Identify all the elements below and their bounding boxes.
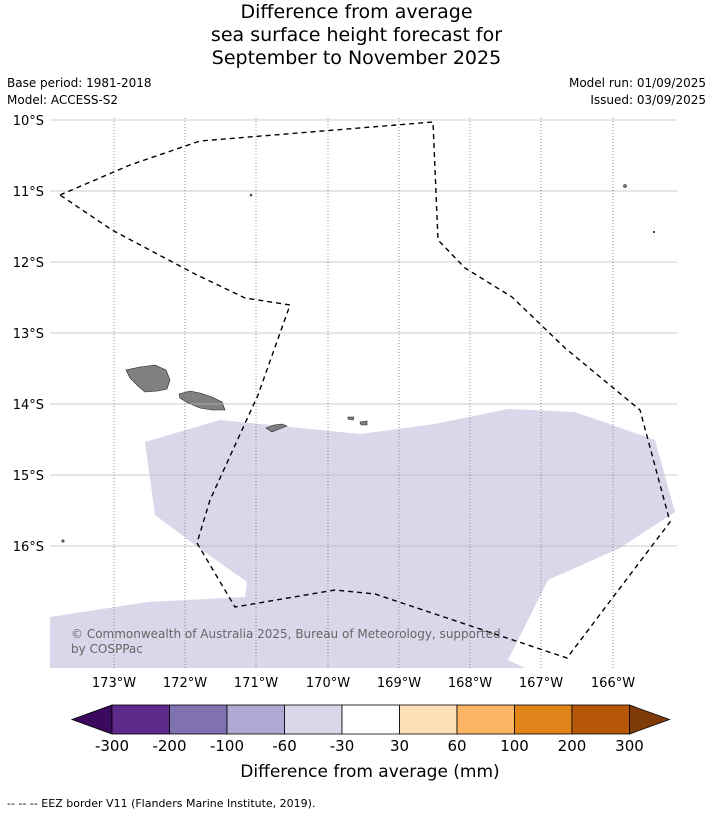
colorbar-segment xyxy=(341,704,400,735)
colorbar-tick-label: -30 xyxy=(329,737,355,755)
colorbar-extend-high xyxy=(629,704,671,735)
savaii-island xyxy=(125,364,171,393)
ofu-island xyxy=(347,416,355,421)
colorbar xyxy=(70,704,671,735)
lat-label: 15°S xyxy=(13,469,44,484)
lon-label: 169°W xyxy=(377,676,421,691)
eez-border-west xyxy=(58,121,671,659)
lat-label: 10°S xyxy=(13,114,44,129)
title-line-3: September to November 2025 xyxy=(211,47,502,69)
colorbar-extend-low xyxy=(70,704,113,735)
colorbar-segment xyxy=(284,704,343,735)
upolu-island xyxy=(178,390,226,411)
islet-3 xyxy=(652,230,656,234)
model-run: Model run: 01/09/2025 xyxy=(568,76,706,90)
colorbar-segment xyxy=(111,704,170,735)
model-name: Model: ACCESS-S2 xyxy=(7,93,119,107)
colorbar-segment xyxy=(169,704,228,735)
colorbar-tick-label: 100 xyxy=(500,737,529,755)
lat-labels: 10°S 11°S 12°S 13°S 14°S 15°S 16°S xyxy=(13,114,44,555)
islet-2 xyxy=(623,184,627,188)
eez-legend-note: -- -- -- EEZ border V11 (Flanders Marine… xyxy=(7,797,316,810)
title-line-1: Difference from average xyxy=(240,1,473,23)
lon-label: 166°W xyxy=(591,676,635,691)
colorbar-tick-label: 200 xyxy=(557,737,587,755)
colorbar-tick-label: 300 xyxy=(615,737,644,755)
lat-label: 12°S xyxy=(13,256,44,271)
base-period: Base period: 1981-2018 xyxy=(7,76,152,90)
lat-label: 13°S xyxy=(13,327,44,342)
colorbar-segment xyxy=(399,704,458,735)
colorbar-tick-label: -300 xyxy=(94,737,130,755)
colorbar-segment xyxy=(226,704,285,735)
lat-label: 11°S xyxy=(13,185,44,200)
anomaly-region xyxy=(50,409,675,668)
lon-label: 173°W xyxy=(92,676,136,691)
colorbar-tick-label: -60 xyxy=(272,737,297,755)
lat-label: 14°S xyxy=(13,398,44,413)
colorbar-segment xyxy=(514,704,573,735)
islet-1 xyxy=(249,193,253,197)
islet-4 xyxy=(61,539,65,543)
tau-island xyxy=(359,420,368,426)
issued-date: Issued: 03/09/2025 xyxy=(590,93,706,107)
colorbar-tick-label: 60 xyxy=(447,737,467,755)
lon-labels: 173°W 172°W 171°W 170°W 169°W 168°W 167°W 166°W xyxy=(92,676,635,691)
title-line-2: sea surface height forecast for xyxy=(210,24,503,46)
lat-label: 16°S xyxy=(13,540,44,555)
gridlines xyxy=(50,118,677,668)
lon-label: 168°W xyxy=(448,676,492,691)
colorbar-segment xyxy=(456,704,515,735)
lon-label: 171°W xyxy=(234,676,278,691)
colorbar-tick-label: -100 xyxy=(209,737,245,755)
islands xyxy=(61,184,656,543)
colorbar-title: Difference from average (mm) xyxy=(240,762,500,782)
tutuila-island xyxy=(265,423,288,433)
lon-label: 172°W xyxy=(163,676,207,691)
colorbar-tick-label: 30 xyxy=(389,737,410,755)
colorbar-tick-label: -200 xyxy=(152,737,187,755)
lon-label: 170°W xyxy=(306,676,350,691)
lon-label: 167°W xyxy=(519,676,563,691)
colorbar-segment xyxy=(571,704,630,735)
copyright-note: © Commonwealth of Australia 2025, Bureau… xyxy=(71,627,501,656)
